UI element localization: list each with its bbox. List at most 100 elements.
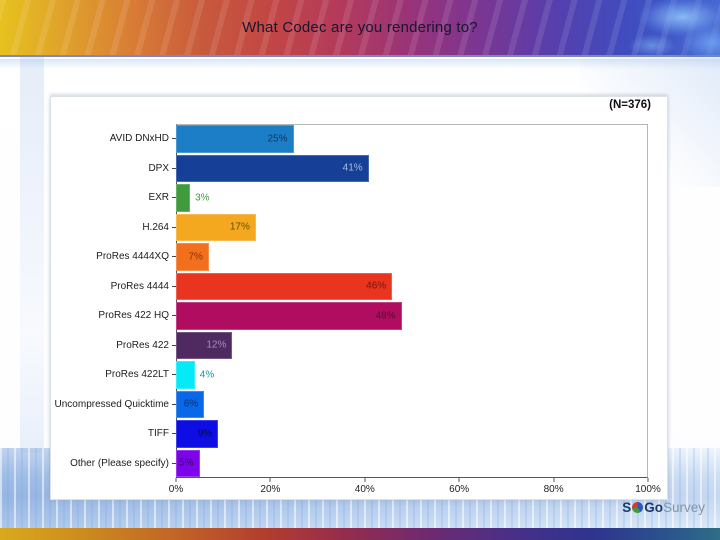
chart-row: ProRes 4444XQ 7%: [51, 242, 646, 272]
y-tick-mark: [172, 138, 176, 140]
title-banner: What Codec are you rendering to?: [0, 0, 720, 57]
x-tick-mark: [175, 478, 177, 482]
banner-divider-glow: [0, 59, 720, 69]
x-tick-label: 60%: [449, 484, 470, 495]
bar: 41%: [176, 154, 369, 182]
chart-row: ProRes 4444 46%: [51, 272, 646, 302]
x-tick-label: 40%: [354, 484, 375, 495]
bar-track: 5%: [176, 449, 646, 479]
bar-track: 3%: [176, 183, 646, 213]
category-label: TIFF: [147, 428, 169, 440]
bar-track: 7%: [176, 242, 646, 272]
bar: 17%: [176, 213, 256, 241]
y-tick-mark: [172, 256, 176, 258]
bar-value-label: 9%: [197, 428, 213, 440]
logo-text-s: S: [622, 500, 632, 515]
sample-size-label: (N=376): [609, 99, 651, 111]
bar-value-label: 12%: [206, 339, 227, 351]
bar-track: 48%: [176, 301, 646, 331]
chart-row: AVID DNxHD 25%: [51, 124, 646, 154]
bar: 46%: [176, 272, 393, 300]
bar: 4%: [176, 361, 214, 389]
bar-value-label: 4%: [199, 369, 215, 381]
chart-row: ProRes 422LT 4%: [51, 360, 646, 390]
bar: 5%: [176, 449, 200, 477]
bottom-gradient-bar: [0, 528, 720, 540]
y-tick-mark: [172, 315, 176, 317]
bar-track: 6%: [176, 390, 646, 420]
category-label: DPX: [148, 162, 169, 174]
bar-value-label: 7%: [188, 251, 203, 263]
x-tick-mark: [269, 478, 271, 482]
bar-track: 17%: [176, 213, 646, 243]
bar-track: 25%: [176, 124, 646, 154]
category-label: Uncompressed Quicktime: [54, 398, 169, 410]
category-label: ProRes 422: [116, 339, 169, 351]
y-tick-mark: [172, 403, 176, 405]
bar-value-label: 3%: [195, 192, 210, 204]
x-tick-mark: [458, 478, 460, 482]
bar: 9%: [176, 420, 219, 448]
bar-track: 4%: [176, 360, 646, 390]
bar-value-label: 46%: [366, 280, 387, 292]
sogosurvey-logo: S Go Survey: [622, 500, 705, 515]
chart-row: ProRes 422 HQ 48%: [51, 301, 646, 331]
y-tick-mark: [172, 226, 176, 228]
chart-row: TIFF 9%: [51, 419, 646, 449]
x-tick-label: 80%: [543, 484, 564, 495]
bar: 6%: [176, 390, 205, 418]
chart-rows: AVID DNxHD 25% DPX 41% EXR 3% H.264 17% ProRes 4…: [51, 124, 646, 478]
category-label: AVID DNxHD: [109, 133, 169, 145]
bar: 25%: [176, 125, 294, 153]
plot-area-border: [176, 124, 648, 478]
y-tick-mark: [172, 285, 176, 287]
bar-value-label: 5%: [179, 457, 194, 469]
logo-text-survey: Survey: [662, 500, 705, 515]
category-label: ProRes 4444XQ: [96, 251, 169, 263]
category-label: ProRes 422 HQ: [98, 310, 169, 322]
y-tick-mark: [172, 374, 176, 376]
bar-value-label: 48%: [375, 310, 396, 322]
x-tick-label: 20%: [260, 484, 281, 495]
bar-track: 9%: [176, 419, 646, 449]
x-tick-mark: [647, 478, 649, 482]
category-label: EXR: [148, 192, 169, 204]
x-tick-label: 100%: [635, 484, 661, 495]
chart-row: DPX 41%: [51, 154, 646, 184]
chart-row: EXR 3%: [51, 183, 646, 213]
bar-value-label: 17%: [229, 221, 250, 233]
y-tick-mark: [172, 197, 176, 199]
chart-row: H.264 17%: [51, 213, 646, 243]
y-tick-mark: [172, 167, 176, 169]
bar: 12%: [176, 331, 233, 359]
category-label: Other (Please specify): [70, 457, 169, 469]
bar-value-label: 6%: [183, 398, 199, 410]
logo-text-go: Go: [644, 500, 663, 515]
slide-title: What Codec are you rendering to?: [242, 19, 478, 36]
chart-card: (N=376) AVID DNxHD 25% DPX 41% EXR 3% H.264 17%…: [50, 96, 668, 500]
category-label: ProRes 4444: [110, 280, 169, 292]
bar-track: 46%: [176, 272, 646, 302]
bar-value-label: 41%: [342, 162, 363, 174]
background-streak-left: [20, 57, 44, 453]
x-tick-mark: [553, 478, 555, 482]
x-tick-mark: [364, 478, 366, 482]
y-tick-mark: [172, 462, 176, 464]
bar: 3%: [176, 184, 210, 212]
y-tick-mark: [172, 344, 176, 346]
bar: 7%: [176, 243, 209, 271]
category-label: H.264: [142, 221, 169, 233]
banner-crystal-art: [550, 0, 720, 57]
bar-value-label: 25%: [267, 133, 288, 145]
x-tick-label: 0%: [168, 484, 184, 495]
chart-row: Other (Please specify) 5%: [51, 449, 646, 479]
x-axis: 0% 20% 40% 60% 80% 100%: [169, 478, 661, 500]
category-label: ProRes 422LT: [105, 369, 169, 381]
bar-track: 41%: [176, 154, 646, 184]
bar-track: 12%: [176, 331, 646, 361]
logo-pie-icon: [632, 502, 644, 513]
y-tick-mark: [172, 433, 176, 435]
chart-row: ProRes 422 12%: [51, 331, 646, 361]
bar: 48%: [176, 302, 402, 330]
